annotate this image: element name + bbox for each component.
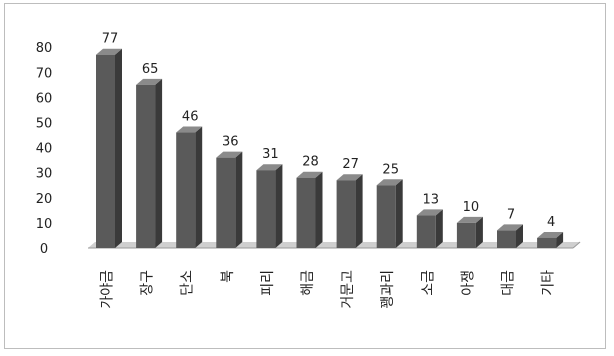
bar-side [195, 126, 203, 248]
y-tick-label: 0 [40, 242, 48, 257]
x-tick-label: 해금 [300, 270, 316, 296]
bar-top [376, 179, 403, 186]
y-tick-label: 30 [36, 167, 53, 182]
y-tick-label: 20 [36, 192, 53, 207]
bar-top [497, 224, 523, 231]
bar-top [96, 48, 122, 55]
x-tick-label: 단소 [180, 270, 196, 296]
data-label: 4 [547, 215, 555, 230]
x-tick-label: 소금 [420, 270, 436, 296]
bar-side [475, 216, 483, 248]
x-tick-label: 거문고 [340, 270, 356, 309]
bar [416, 215, 436, 248]
bar-top [296, 171, 323, 178]
bar-top [256, 164, 283, 171]
data-label: 10 [463, 200, 480, 215]
data-label: 27 [342, 157, 359, 172]
x-tick-label: 장구 [140, 270, 156, 296]
x-tick-label: 꽹과리 [380, 270, 396, 309]
bar [497, 230, 516, 248]
data-label: 25 [382, 162, 399, 177]
bar-side [395, 179, 403, 248]
bar [256, 170, 276, 248]
data-label: 31 [262, 147, 279, 162]
bar [216, 157, 236, 248]
data-label: 7 [507, 207, 515, 222]
bar-top [176, 126, 203, 133]
x-tick-label: 피리 [260, 270, 276, 296]
bar-top [456, 216, 483, 223]
data-label: 77 [102, 32, 119, 47]
bar [456, 222, 476, 248]
data-label: 36 [222, 135, 239, 150]
bar [176, 132, 196, 248]
bar-side [315, 171, 323, 248]
y-tick-label: 80 [36, 41, 53, 56]
bar-side [155, 78, 163, 248]
data-label: 13 [423, 192, 440, 207]
bar-top [537, 231, 564, 238]
y-tick-label: 10 [36, 217, 53, 232]
x-tick-label: 가야금 [100, 270, 116, 309]
x-tick-label: 북 [220, 270, 236, 283]
y-tick-label: 50 [36, 117, 53, 132]
bar [296, 177, 316, 248]
bar-side [556, 231, 564, 248]
x-tick-label: 아쟁 [460, 270, 476, 296]
bar-side [516, 224, 523, 248]
data-label: 65 [142, 62, 159, 77]
bar [376, 185, 396, 248]
bar-side [435, 209, 443, 248]
bar-top [336, 174, 363, 181]
x-tick-label: 대금 [501, 270, 517, 296]
data-label: 28 [302, 155, 319, 170]
bar-side [235, 151, 243, 248]
bar-top [216, 151, 243, 158]
bar-side [115, 48, 122, 249]
y-tick-label: 40 [36, 142, 53, 157]
bar-side [275, 164, 283, 248]
bar [336, 180, 356, 248]
bar-top [416, 209, 443, 216]
bar-top [136, 78, 163, 85]
y-tick-label: 60 [36, 91, 53, 106]
bar [537, 237, 557, 248]
data-label: 46 [182, 110, 199, 125]
y-tick-label: 70 [36, 66, 53, 81]
x-tick-label: 기타 [541, 270, 557, 296]
bar [96, 54, 115, 249]
bar-side [355, 174, 363, 248]
floor-edge [572, 241, 581, 249]
bar [136, 84, 156, 248]
